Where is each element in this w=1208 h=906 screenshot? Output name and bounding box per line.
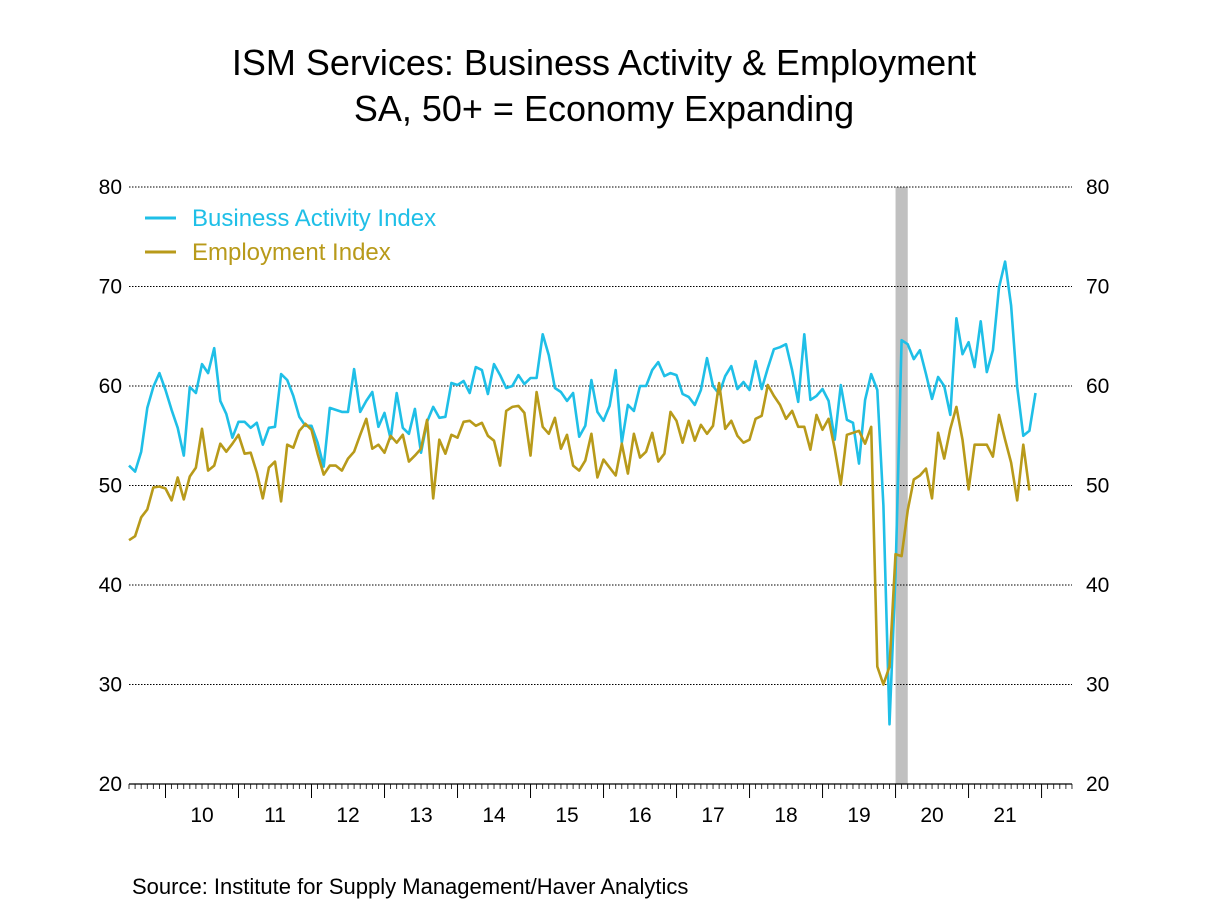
- x-tick-label: 21: [993, 804, 1016, 827]
- x-tick-label: 10: [190, 804, 213, 827]
- legend: Business Activity Index Employment Index: [145, 205, 436, 266]
- y-tick-label-left: 40: [99, 574, 122, 597]
- recession-shading-layer: [895, 187, 908, 784]
- y-tick-label-right: 30: [1086, 674, 1109, 697]
- recession-bar: [895, 187, 908, 784]
- series-lines: [128, 260, 1037, 726]
- y-tick-label-right: 40: [1086, 574, 1109, 597]
- y-tick-label-right: 70: [1086, 276, 1109, 299]
- y-tick-label-left: 80: [99, 176, 122, 199]
- y-tick-label-right: 50: [1086, 475, 1109, 498]
- x-tick-label: 13: [409, 804, 432, 827]
- legend-label: Business Activity Index: [192, 205, 436, 232]
- axes: 20 20 30 30 40 40 50 50 60 60 70 70 80 80 10 11 12 13 14 15…: [99, 176, 1110, 827]
- y-tick-label-left: 50: [99, 475, 122, 498]
- chart-subtitle: SA, 50+ = Economy Expanding: [353, 88, 855, 129]
- x-tick-label: 20: [920, 804, 943, 827]
- gridlines: [129, 186, 1072, 685]
- employment-line: [128, 381, 1031, 686]
- source-note: Source: Institute for Supply Management/…: [132, 874, 689, 899]
- y-tick-label-left: 60: [99, 375, 122, 398]
- y-tick-label-left: 20: [99, 773, 122, 796]
- x-tick-label: 12: [336, 804, 359, 827]
- y-tick-label-right: 60: [1086, 375, 1109, 398]
- x-tick-label: 16: [628, 804, 651, 827]
- x-tick-label: 11: [264, 804, 286, 827]
- business-activity-line: [128, 260, 1037, 726]
- y-tick-label-right: 80: [1086, 176, 1109, 199]
- x-tick-label: 17: [701, 804, 724, 827]
- chart-title: ISM Services: Business Activity & Employ…: [231, 42, 977, 83]
- x-tick-label: 14: [482, 804, 506, 827]
- y-tick-label-left: 30: [99, 674, 122, 697]
- y-tick-label-left: 70: [99, 276, 122, 299]
- x-tick-label: 15: [555, 804, 578, 827]
- x-tick-label: 18: [774, 804, 797, 827]
- legend-label: Employment Index: [192, 239, 391, 266]
- x-tick-label: 19: [847, 804, 870, 827]
- y-tick-label-right: 20: [1086, 773, 1109, 796]
